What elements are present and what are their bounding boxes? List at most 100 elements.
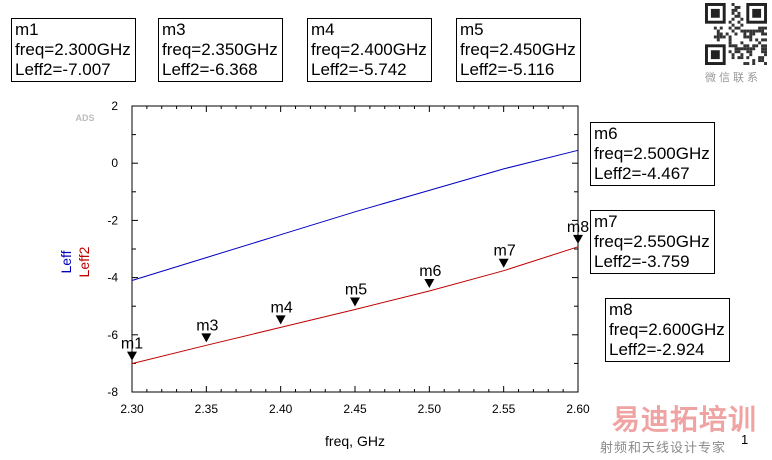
marker-box-name: m1: [15, 20, 39, 39]
marker-box-m8: m8 freq=2.600GHz Leff2=-2.924: [605, 298, 730, 362]
qr-module: [737, 56, 741, 60]
qr-module: [764, 32, 767, 36]
qr-module: [728, 44, 732, 48]
marker-layer: m1 m3 m4 m5 m6 m7 m8: [121, 219, 589, 361]
qr-module: [764, 44, 767, 48]
qr-module: [731, 29, 735, 33]
marker-box-name: m5: [460, 20, 484, 39]
qr-module: [746, 35, 750, 39]
qr-module: [737, 26, 741, 30]
x-tick-label: 2.50: [418, 402, 442, 416]
marker-box-name: m3: [162, 20, 186, 39]
qr-module: [728, 38, 732, 42]
qr-module: [728, 50, 732, 54]
qr-module: [758, 41, 762, 45]
marker-box-freq: freq=2.450GHz: [460, 40, 576, 59]
qr-module: [737, 5, 741, 9]
qr-module: [755, 44, 759, 48]
marker-box-freq: freq=2.600GHz: [609, 320, 725, 339]
marker-box-freq: freq=2.400GHz: [311, 40, 427, 59]
marker-box-m5: m5 freq=2.450GHz Leff2=-5.116: [456, 18, 581, 82]
qr-module: [713, 26, 717, 30]
qr-module: [731, 56, 735, 60]
marker-triangle-m8: [573, 234, 583, 244]
qr-module: [764, 53, 767, 57]
qr-module: [740, 53, 744, 57]
x-tick-label: 2.35: [195, 402, 219, 416]
marker-triangle-m5: [350, 297, 360, 307]
marker-box-value: Leff2=-2.924: [609, 340, 705, 359]
qr-code-image: [705, 3, 767, 65]
marker-box-m1: m1 freq=2.300GHz Leff2=-7.007: [11, 18, 136, 82]
qr-module: [749, 29, 753, 33]
watermark-title: 易迪拓培训: [612, 403, 758, 436]
qr-module: [734, 32, 738, 36]
qr-module: [746, 44, 750, 48]
marker-label-m3: m3: [196, 317, 218, 334]
marker-triangle-m4: [275, 315, 286, 325]
qr-module: [731, 53, 735, 57]
y-tick-label: 2: [111, 99, 118, 113]
qr-module: [749, 35, 753, 39]
qr-module: [755, 29, 759, 33]
marker-box-freq: freq=2.350GHz: [162, 40, 278, 59]
qr-module: [758, 29, 762, 33]
ads-label: ADS: [75, 113, 94, 123]
x-tick-label: 2.40: [269, 402, 293, 416]
qr-module: [752, 62, 756, 65]
marker-label-m4: m4: [271, 299, 293, 316]
qr-module: [737, 50, 741, 54]
marker-box-value: Leff2=-5.742: [311, 60, 407, 79]
qr-module: [761, 26, 765, 30]
series-line-leff: [131, 149, 579, 281]
marker-label-m8: m8: [567, 219, 589, 236]
marker-triangle-m3: [201, 333, 212, 343]
qr-module: [734, 14, 738, 18]
qr-module: [746, 62, 750, 65]
qr-module: [743, 47, 747, 51]
qr-module: [719, 32, 723, 36]
qr-module: [722, 35, 726, 39]
y-axis-label-leff: Leff: [58, 250, 74, 273]
qr-module: [752, 59, 756, 63]
marker-triangle-m6: [424, 278, 435, 288]
marker-box-freq: freq=2.550GHz: [594, 232, 710, 251]
qr-module: [746, 50, 750, 54]
series-line-leff2: [131, 246, 579, 365]
qr-module: [740, 56, 744, 60]
qr-module: [752, 32, 756, 36]
qr-module: [728, 26, 732, 30]
qr-finder-core: [752, 8, 762, 18]
qr-module: [734, 50, 738, 54]
qr-module: [728, 41, 732, 45]
qr-module: [716, 32, 720, 36]
qr-module: [764, 50, 767, 54]
qr-module: [740, 17, 744, 21]
qr-module: [740, 47, 744, 51]
qr-module: [740, 29, 744, 33]
qr-module: [746, 29, 750, 33]
qr-module: [761, 56, 765, 60]
qr-module: [737, 20, 741, 24]
qr-module: [737, 47, 741, 51]
qr-module: [749, 53, 753, 57]
qr-module: [752, 44, 756, 48]
marker-box-m4: m4 freq=2.400GHz Leff2=-5.742: [307, 18, 432, 82]
qr-module: [740, 23, 744, 27]
qr-module: [758, 56, 762, 60]
qr-module: [734, 8, 738, 12]
qr-module: [764, 47, 767, 51]
y-tick-label: -4: [107, 271, 118, 285]
y-tick-label: -6: [107, 328, 118, 342]
qr-module: [764, 62, 767, 65]
qr-module: [749, 47, 753, 51]
qr-module: [752, 47, 756, 51]
qr-module: [758, 26, 762, 30]
marker-box-name: m4: [311, 20, 335, 39]
qr-module: [761, 32, 765, 36]
qr-module: [713, 35, 717, 39]
qr-module: [731, 8, 735, 12]
qr-finder-core: [710, 50, 720, 60]
qr-module: [746, 47, 750, 51]
marker-triangle-m7: [498, 258, 509, 268]
